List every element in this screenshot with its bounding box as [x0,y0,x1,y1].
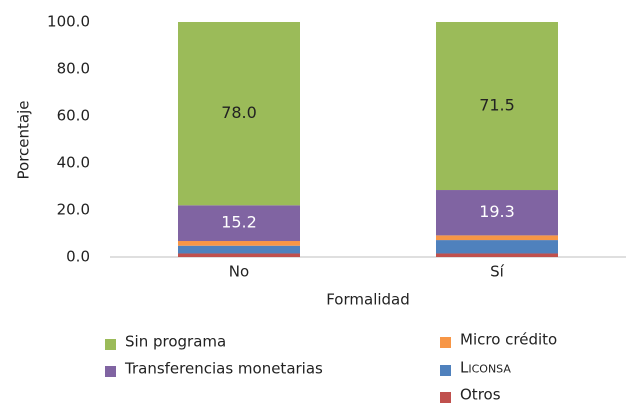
x-tick-label: No [229,263,249,281]
legend-swatch [440,392,451,403]
y-tick-label: 20.0 [57,201,90,219]
bar-segment [178,241,300,246]
value-label: 19.3 [479,202,515,221]
legend-label: Otros [460,386,501,404]
legend-swatch [105,339,116,350]
legend-label: Liconsa [460,359,511,377]
bar-segment [436,190,558,236]
bar-segment [436,22,558,191]
bar-segment [436,235,558,241]
bar-segment [178,253,300,257]
x-axis-label: Formalidad [326,291,410,309]
legend-swatch [440,365,451,376]
bar-segment [178,22,300,206]
y-axis-label: Porcentaje [15,101,33,180]
y-tick-label: 60.0 [57,107,90,125]
y-tick-label: 0.0 [66,248,90,266]
bar-segment [178,245,300,254]
legend-label: Micro crédito [460,331,557,349]
x-tick-label: Sí [490,263,505,281]
legend-label: Sin programa [125,333,226,351]
y-tick-label: 80.0 [57,60,90,78]
legend-label: Transferencias monetarias [124,360,323,378]
value-label: 78.0 [221,103,257,122]
y-tick-label: 40.0 [57,154,90,172]
value-label: 15.2 [221,213,257,232]
y-tick-label: 100.0 [47,13,90,31]
bar-segment [178,205,300,242]
bar-segment [436,253,558,257]
legend-swatch [105,366,116,377]
bar-segment [436,240,558,254]
legend-swatch [440,337,451,348]
value-label: 71.5 [479,96,515,115]
